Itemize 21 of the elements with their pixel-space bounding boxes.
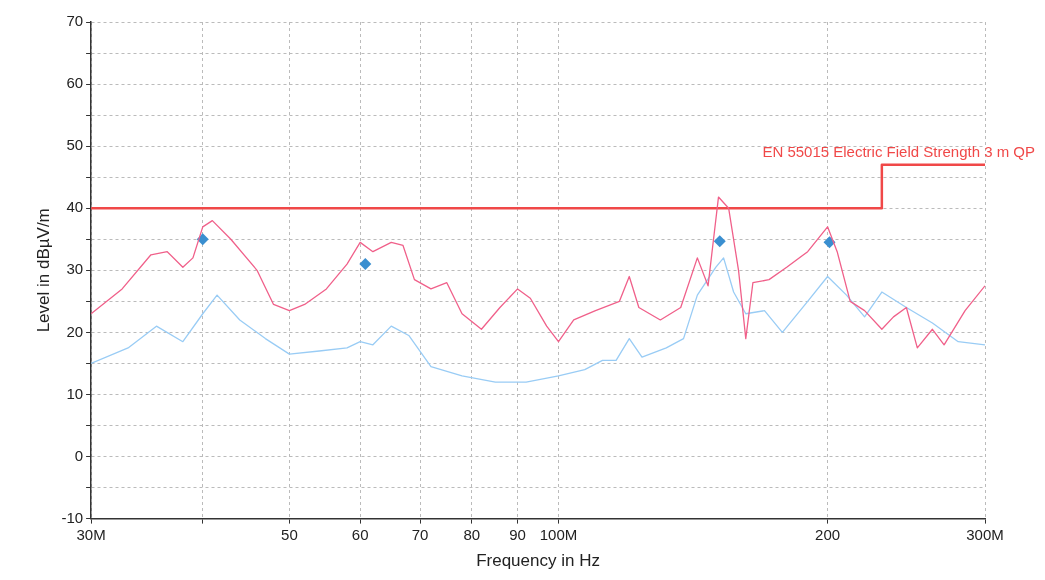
y-axis-title: Level in dBµV/m <box>33 208 53 333</box>
x-tick-label: 50 <box>281 525 298 543</box>
y-tick-label: 0 <box>74 446 84 464</box>
y-tick-label: 10 <box>66 384 84 402</box>
y-tick-label: 30 <box>66 260 84 278</box>
y-tick-label: 60 <box>66 74 84 92</box>
x-tick-label: 300M <box>966 525 1004 543</box>
y-tick-label: -10 <box>61 508 84 526</box>
x-tick-label: 30M <box>76 525 106 543</box>
x-tick-label: 80 <box>463 525 481 543</box>
y-tick-label: 40 <box>66 198 84 216</box>
y-tick-label: 70 <box>66 12 84 30</box>
y-tick-label: 50 <box>66 136 84 154</box>
series-label: EN 55015 Electric Field Strength 3 m QP <box>762 143 1035 161</box>
x-tick-label: 90 <box>509 525 526 543</box>
x-axis-title: Frequency in Hz <box>476 551 600 571</box>
x-tick-label: 100M <box>539 525 578 543</box>
x-tick-label: 70 <box>411 525 429 543</box>
x-tick-label: 60 <box>351 525 369 543</box>
x-tick-label: 200 <box>815 525 841 543</box>
y-tick-label: 20 <box>66 322 84 340</box>
